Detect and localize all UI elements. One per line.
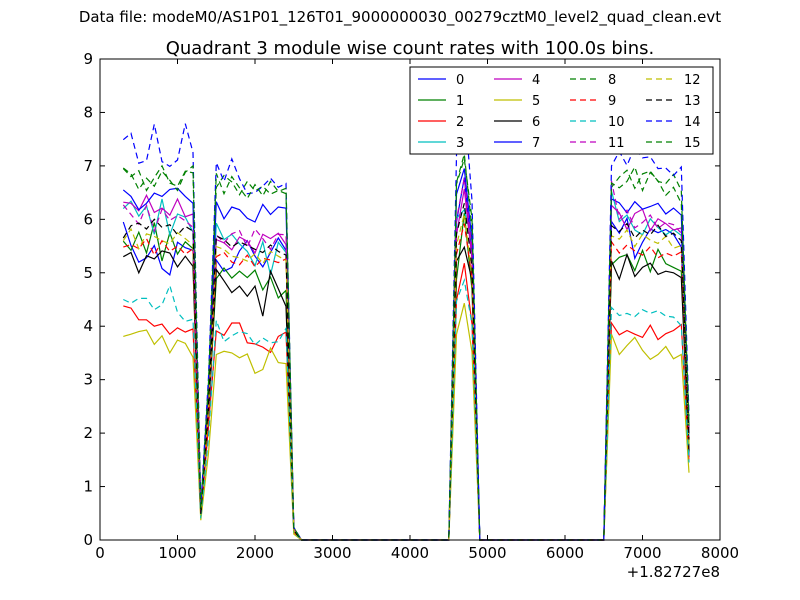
legend-label-1: 1 xyxy=(456,94,464,109)
y-tick-label: 4 xyxy=(83,317,93,335)
legend-label-0: 0 xyxy=(456,73,464,88)
series-line-3 xyxy=(122,190,690,541)
y-tick-label: 1 xyxy=(83,478,93,496)
series-line-8 xyxy=(122,153,690,541)
series-line-15 xyxy=(122,158,690,541)
y-tick-label: 5 xyxy=(83,264,93,282)
x-tick-label: 8000 xyxy=(701,544,739,562)
legend-box xyxy=(409,66,714,155)
y-tick-label: 6 xyxy=(83,210,93,228)
x-tick-label: 0 xyxy=(95,544,105,562)
legend-label-8: 8 xyxy=(608,73,616,88)
y-tick-label: 7 xyxy=(83,157,93,175)
series-line-0 xyxy=(122,177,690,541)
legend-label-11: 11 xyxy=(608,136,625,151)
legend-label-5: 5 xyxy=(532,94,540,109)
x-tick-label: 7000 xyxy=(623,544,661,562)
legend-label-2: 2 xyxy=(456,115,464,130)
legend-label-7: 7 xyxy=(532,136,540,151)
legend-label-13: 13 xyxy=(684,94,701,109)
x-tick-label: 4000 xyxy=(391,544,429,562)
chart-title: Quadrant 3 module wise count rates with … xyxy=(166,38,655,59)
legend-label-12: 12 xyxy=(684,73,701,88)
y-tick-label: 2 xyxy=(83,424,93,442)
x-tick-label: 1000 xyxy=(158,544,196,562)
series-line-7 xyxy=(122,168,690,541)
x-tick-label: 3000 xyxy=(313,544,351,562)
series-layer xyxy=(122,100,690,541)
x-tick-label: 6000 xyxy=(546,544,584,562)
x-offset-label: +1.82727e8 xyxy=(627,563,720,581)
legend-label-4: 4 xyxy=(532,73,540,88)
legend-label-6: 6 xyxy=(532,115,540,130)
legend-label-15: 15 xyxy=(684,136,701,151)
x-tick-label: 5000 xyxy=(468,544,506,562)
series-line-12 xyxy=(122,213,690,541)
y-tick-label: 3 xyxy=(83,371,93,389)
legend-label-9: 9 xyxy=(608,94,616,109)
legend-label-3: 3 xyxy=(456,136,464,151)
legend-label-14: 14 xyxy=(684,115,701,130)
series-line-13 xyxy=(122,203,690,541)
series-line-14 xyxy=(122,100,690,541)
y-tick-label: 0 xyxy=(83,531,93,549)
y-tick-label: 8 xyxy=(83,103,93,121)
axis-ticks: 0 1000 2000 3000 4000 5000 6000 7000 80000123456… xyxy=(83,50,739,562)
figure-suptitle: Data file: modeM0/AS1P01_126T01_90000000… xyxy=(78,8,722,26)
x-tick-label: 2000 xyxy=(236,544,274,562)
series-line-4 xyxy=(123,188,690,541)
y-tick-label: 9 xyxy=(83,50,93,68)
series-line-11 xyxy=(122,178,690,541)
legend-label-10: 10 xyxy=(608,115,625,130)
